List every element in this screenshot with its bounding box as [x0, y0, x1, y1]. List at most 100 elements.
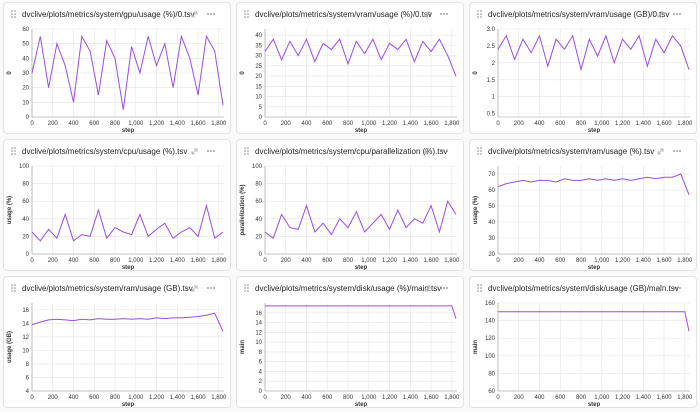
- x-axis-label: step: [122, 402, 135, 407]
- menu-icon[interactable]: [673, 287, 681, 289]
- drag-handle[interactable]: [11, 10, 16, 18]
- chart: dvclive/plots/metrics/system/disk/usage …: [473, 284, 693, 408]
- x-tick-label: 0: [30, 395, 34, 401]
- x-tick-label: 1,600: [191, 258, 207, 264]
- y-tick-label: 10: [22, 100, 29, 106]
- x-tick-label: 1,800: [211, 395, 227, 401]
- y-tick-label: 4: [259, 369, 263, 375]
- y-tick-label: 10: [255, 95, 262, 101]
- drag-handle[interactable]: [244, 284, 249, 292]
- x-tick-label: 400: [302, 258, 313, 264]
- x-tick-label: 0: [496, 395, 500, 401]
- chart: dvclive/plots/metrics/system/ram/usage (…: [473, 147, 693, 271]
- x-tick-label: 200: [48, 258, 59, 264]
- expand-icon[interactable]: [191, 285, 198, 292]
- y-tick-label: 1: [492, 95, 496, 101]
- y-tick-label: 0: [26, 115, 30, 121]
- x-axis-label: step: [588, 402, 601, 407]
- x-tick-label: 1,000: [361, 121, 377, 127]
- x-tick-label: 1,800: [677, 121, 693, 127]
- chart-title: dvclive/plots/metrics/system/ram/usage (…: [22, 284, 193, 293]
- x-tick-label: 200: [281, 121, 292, 127]
- expand-icon[interactable]: [657, 285, 664, 292]
- y-tick-label: 100: [19, 164, 30, 170]
- expand-icon[interactable]: [191, 148, 198, 155]
- x-tick-label: 400: [535, 258, 546, 264]
- y-tick-label: 1.5: [487, 78, 496, 84]
- x-tick-label: 1,400: [403, 395, 419, 401]
- x-tick-label: 1,000: [594, 121, 610, 127]
- expand-icon[interactable]: [424, 148, 431, 155]
- data-line: [265, 305, 457, 319]
- y-tick-label: 100: [252, 164, 263, 170]
- x-tick-label: 600: [89, 121, 100, 127]
- drag-handle[interactable]: [477, 10, 482, 18]
- data-line: [31, 34, 224, 110]
- chart-panel: dvclive/plots/metrics/system/ram/usage (…: [3, 276, 231, 408]
- x-tick-label: 1,400: [403, 258, 419, 264]
- drag-handle[interactable]: [477, 147, 482, 155]
- menu-icon[interactable]: [440, 287, 448, 289]
- menu-icon[interactable]: [207, 13, 215, 15]
- drag-handle[interactable]: [11, 284, 16, 292]
- drag-handle[interactable]: [244, 147, 249, 155]
- x-tick-label: 1,200: [149, 258, 165, 264]
- expand-icon[interactable]: [191, 11, 198, 18]
- x-tick-label: 400: [69, 258, 80, 264]
- menu-icon[interactable]: [207, 287, 215, 289]
- y-tick-label: 30: [488, 236, 495, 242]
- expand-icon[interactable]: [424, 285, 431, 292]
- y-axis-label: 0: [240, 71, 246, 75]
- expand-icon[interactable]: [657, 11, 664, 18]
- chart-title: dvclive/plots/metrics/system/vram/usage …: [255, 10, 432, 19]
- x-tick-label: 200: [281, 258, 292, 264]
- x-tick-label: 800: [576, 395, 587, 401]
- x-tick-label: 1,000: [128, 121, 144, 127]
- x-tick-label: 800: [110, 258, 121, 264]
- expand-icon[interactable]: [424, 11, 431, 18]
- y-axis-label: parallelization (%): [240, 184, 246, 235]
- menu-icon[interactable]: [440, 150, 448, 152]
- y-tick-label: 20: [22, 234, 29, 240]
- x-tick-label: 400: [69, 121, 80, 127]
- x-tick-label: 1,400: [170, 258, 186, 264]
- x-tick-label: 1,000: [361, 395, 377, 401]
- menu-icon[interactable]: [673, 150, 681, 152]
- x-tick-label: 1,800: [677, 395, 693, 401]
- x-axis-label: step: [355, 265, 368, 270]
- menu-icon[interactable]: [673, 13, 681, 15]
- x-tick-label: 800: [110, 395, 121, 401]
- y-tick-label: 120: [485, 336, 496, 342]
- chart: dvclive/plots/metrics/system/disk/usage …: [240, 284, 460, 408]
- menu-icon[interactable]: [207, 150, 215, 152]
- y-tick-label: 0: [26, 252, 30, 258]
- chart: dvclive/plots/metrics/system/cpu/usage (…: [7, 147, 227, 271]
- x-tick-label: 1,600: [424, 121, 440, 127]
- y-tick-label: 0: [259, 389, 263, 395]
- x-tick-label: 1,000: [128, 258, 144, 264]
- y-axis-label: 0: [473, 71, 479, 75]
- y-tick-label: 30: [255, 54, 262, 60]
- x-tick-label: 1,600: [191, 121, 207, 127]
- chart-title: dvclive/plots/metrics/system/disk/usage …: [488, 284, 679, 293]
- x-tick-label: 0: [496, 258, 500, 264]
- x-tick-label: 800: [576, 258, 587, 264]
- x-tick-label: 1,000: [361, 258, 377, 264]
- chart: dvclive/plots/metrics/system/ram/usage (…: [7, 284, 227, 408]
- drag-handle[interactable]: [477, 284, 482, 292]
- chart: dvclive/plots/metrics/system/gpu/usage (…: [7, 10, 227, 134]
- drag-handle[interactable]: [244, 10, 249, 18]
- x-tick-label: 1,600: [657, 121, 673, 127]
- data-line: [264, 199, 457, 240]
- x-tick-label: 0: [263, 258, 267, 264]
- expand-icon[interactable]: [657, 148, 664, 155]
- y-tick-label: 140: [485, 319, 496, 325]
- y-axis-label: main: [473, 340, 479, 354]
- x-tick-label: 600: [89, 258, 100, 264]
- y-tick-label: 20: [22, 86, 29, 92]
- menu-icon[interactable]: [440, 13, 448, 15]
- y-tick-label: 0: [259, 252, 263, 258]
- x-tick-label: 1,400: [170, 121, 186, 127]
- drag-handle[interactable]: [11, 147, 16, 155]
- x-tick-label: 1,200: [382, 121, 398, 127]
